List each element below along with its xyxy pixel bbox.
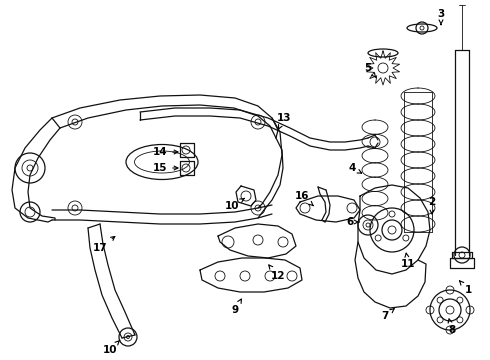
Text: 3: 3: [438, 9, 444, 24]
Text: 17: 17: [93, 237, 115, 253]
Text: 9: 9: [231, 299, 242, 315]
Text: 10: 10: [225, 198, 245, 211]
Text: 12: 12: [269, 265, 285, 281]
Text: 11: 11: [401, 253, 415, 269]
Text: 2: 2: [428, 197, 436, 214]
Text: 10: 10: [103, 340, 120, 355]
Text: 6: 6: [346, 217, 359, 227]
Text: 13: 13: [277, 113, 291, 129]
Text: 14: 14: [153, 147, 178, 157]
Text: 7: 7: [381, 309, 394, 321]
Text: 15: 15: [153, 163, 178, 173]
Text: 8: 8: [448, 319, 456, 335]
Text: 1: 1: [460, 281, 472, 295]
Text: 5: 5: [365, 63, 376, 78]
Text: 16: 16: [295, 191, 313, 206]
Text: 4: 4: [348, 163, 362, 173]
